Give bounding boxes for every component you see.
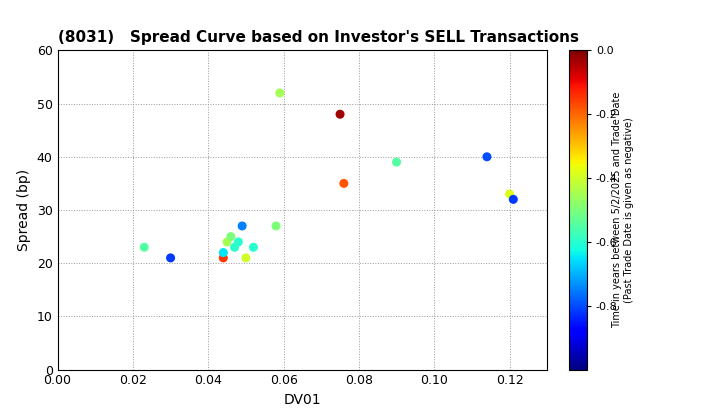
Point bbox=[138, 244, 150, 251]
Y-axis label: Time in years between 5/2/2025 and Trade Date
(Past Trade Date is given as negat: Time in years between 5/2/2025 and Trade… bbox=[612, 92, 634, 328]
Point bbox=[236, 223, 248, 229]
Point bbox=[508, 196, 519, 203]
Text: (8031)   Spread Curve based on Investor's SELL Transactions: (8031) Spread Curve based on Investor's … bbox=[58, 30, 579, 45]
Point bbox=[334, 111, 346, 118]
Point bbox=[248, 244, 259, 251]
Point bbox=[391, 159, 402, 165]
Y-axis label: Spread (bp): Spread (bp) bbox=[17, 169, 31, 251]
Point bbox=[270, 223, 282, 229]
Point bbox=[165, 255, 176, 261]
Point bbox=[229, 244, 240, 251]
Point bbox=[225, 233, 237, 240]
Point bbox=[338, 180, 350, 187]
Point bbox=[217, 255, 229, 261]
Point bbox=[481, 153, 492, 160]
Point bbox=[504, 191, 516, 197]
Point bbox=[274, 89, 286, 96]
Point bbox=[240, 255, 252, 261]
X-axis label: DV01: DV01 bbox=[284, 393, 321, 407]
Point bbox=[221, 239, 233, 245]
Point bbox=[217, 249, 229, 256]
Point bbox=[233, 239, 244, 245]
